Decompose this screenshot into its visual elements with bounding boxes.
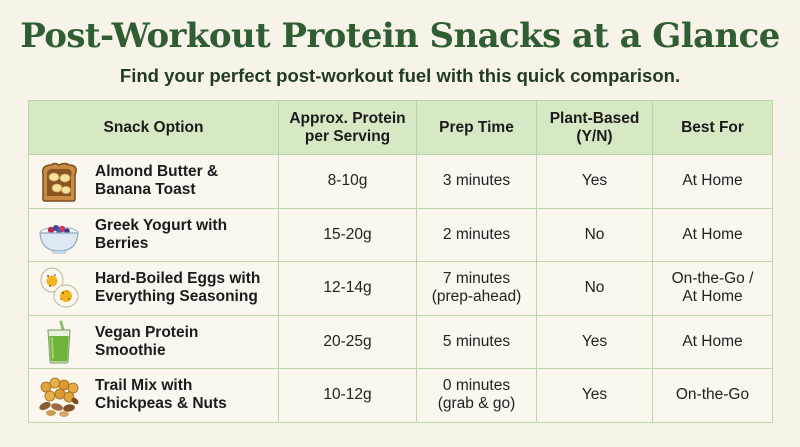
snack-cell: Almond Butter & Banana Toast <box>28 154 279 209</box>
protein-cell: 8-10g <box>278 154 417 209</box>
yogurt-bowl-icon <box>37 213 81 257</box>
protein-cell: 20-25g <box>278 314 417 369</box>
protein-cell: 15-20g <box>278 207 417 262</box>
plant-based-cell: Yes <box>536 154 653 209</box>
protein-cell: 10-12g <box>278 368 417 423</box>
table-header-row: Snack Option Approx. Protein per Serving… <box>28 100 773 155</box>
snack-name: Trail Mix with Chickpeas & Nuts <box>95 377 227 413</box>
best-for-cell: At Home <box>652 154 773 209</box>
snack-cell: Trail Mix with Chickpeas & Nuts <box>28 368 279 423</box>
protein-cell: 12-14g <box>278 261 417 316</box>
prep-time-cell: 2 minutes <box>416 207 537 262</box>
prep-time-cell: 5 minutes <box>416 314 537 369</box>
table-row: Trail Mix with Chickpeas & Nuts 10-12g 0… <box>28 368 773 423</box>
header-prep-time: Prep Time <box>416 100 537 155</box>
snack-cell: Vegan Protein Smoothie <box>28 314 279 369</box>
snack-name: Hard-Boiled Eggs with Everything Seasoni… <box>95 270 261 306</box>
boiled-eggs-icon <box>37 266 81 310</box>
header-protein: Approx. Protein per Serving <box>278 100 417 155</box>
plant-based-cell: Yes <box>536 314 653 369</box>
best-for-cell: At Home <box>652 314 773 369</box>
plant-based-cell: No <box>536 261 653 316</box>
table-row: Almond Butter & Banana Toast 8-10g 3 min… <box>28 154 773 209</box>
header-best-for: Best For <box>652 100 773 155</box>
snack-comparison-table: Snack Option Approx. Protein per Serving… <box>28 100 773 423</box>
page-subtitle: Find your perfect post-workout fuel with… <box>119 65 681 86</box>
header-snack-option: Snack Option <box>28 100 279 155</box>
snack-cell: Greek Yogurt with Berries <box>28 207 279 262</box>
prep-time-cell: 0 minutes (grab & go) <box>416 368 537 423</box>
best-for-cell: On-the-Go / At Home <box>652 261 773 316</box>
trail-mix-icon <box>37 373 81 418</box>
plant-based-cell: No <box>536 207 653 262</box>
snack-cell: Hard-Boiled Eggs with Everything Seasoni… <box>28 261 279 316</box>
table-row: Hard-Boiled Eggs with Everything Seasoni… <box>28 261 773 316</box>
prep-time-cell: 3 minutes <box>416 154 537 209</box>
table-row: Vegan Protein Smoothie 20-25g 5 minutes … <box>28 314 773 369</box>
table-row: Greek Yogurt with Berries 15-20g 2 minut… <box>28 207 773 262</box>
snack-name: Almond Butter & Banana Toast <box>95 163 219 199</box>
smoothie-glass-icon <box>37 320 81 364</box>
best-for-cell: On-the-Go <box>652 368 773 423</box>
best-for-cell: At Home <box>652 207 773 262</box>
snack-name: Greek Yogurt with Berries <box>95 216 228 252</box>
prep-time-cell: 7 minutes (prep-ahead) <box>416 261 537 316</box>
header-plant-based: Plant-Based (Y/N) <box>536 100 653 155</box>
page-title: Post-Workout Protein Snacks at a Glance <box>20 16 780 56</box>
snack-name: Vegan Protein Smoothie <box>95 323 199 359</box>
toast-icon <box>37 159 81 203</box>
plant-based-cell: Yes <box>536 368 653 423</box>
